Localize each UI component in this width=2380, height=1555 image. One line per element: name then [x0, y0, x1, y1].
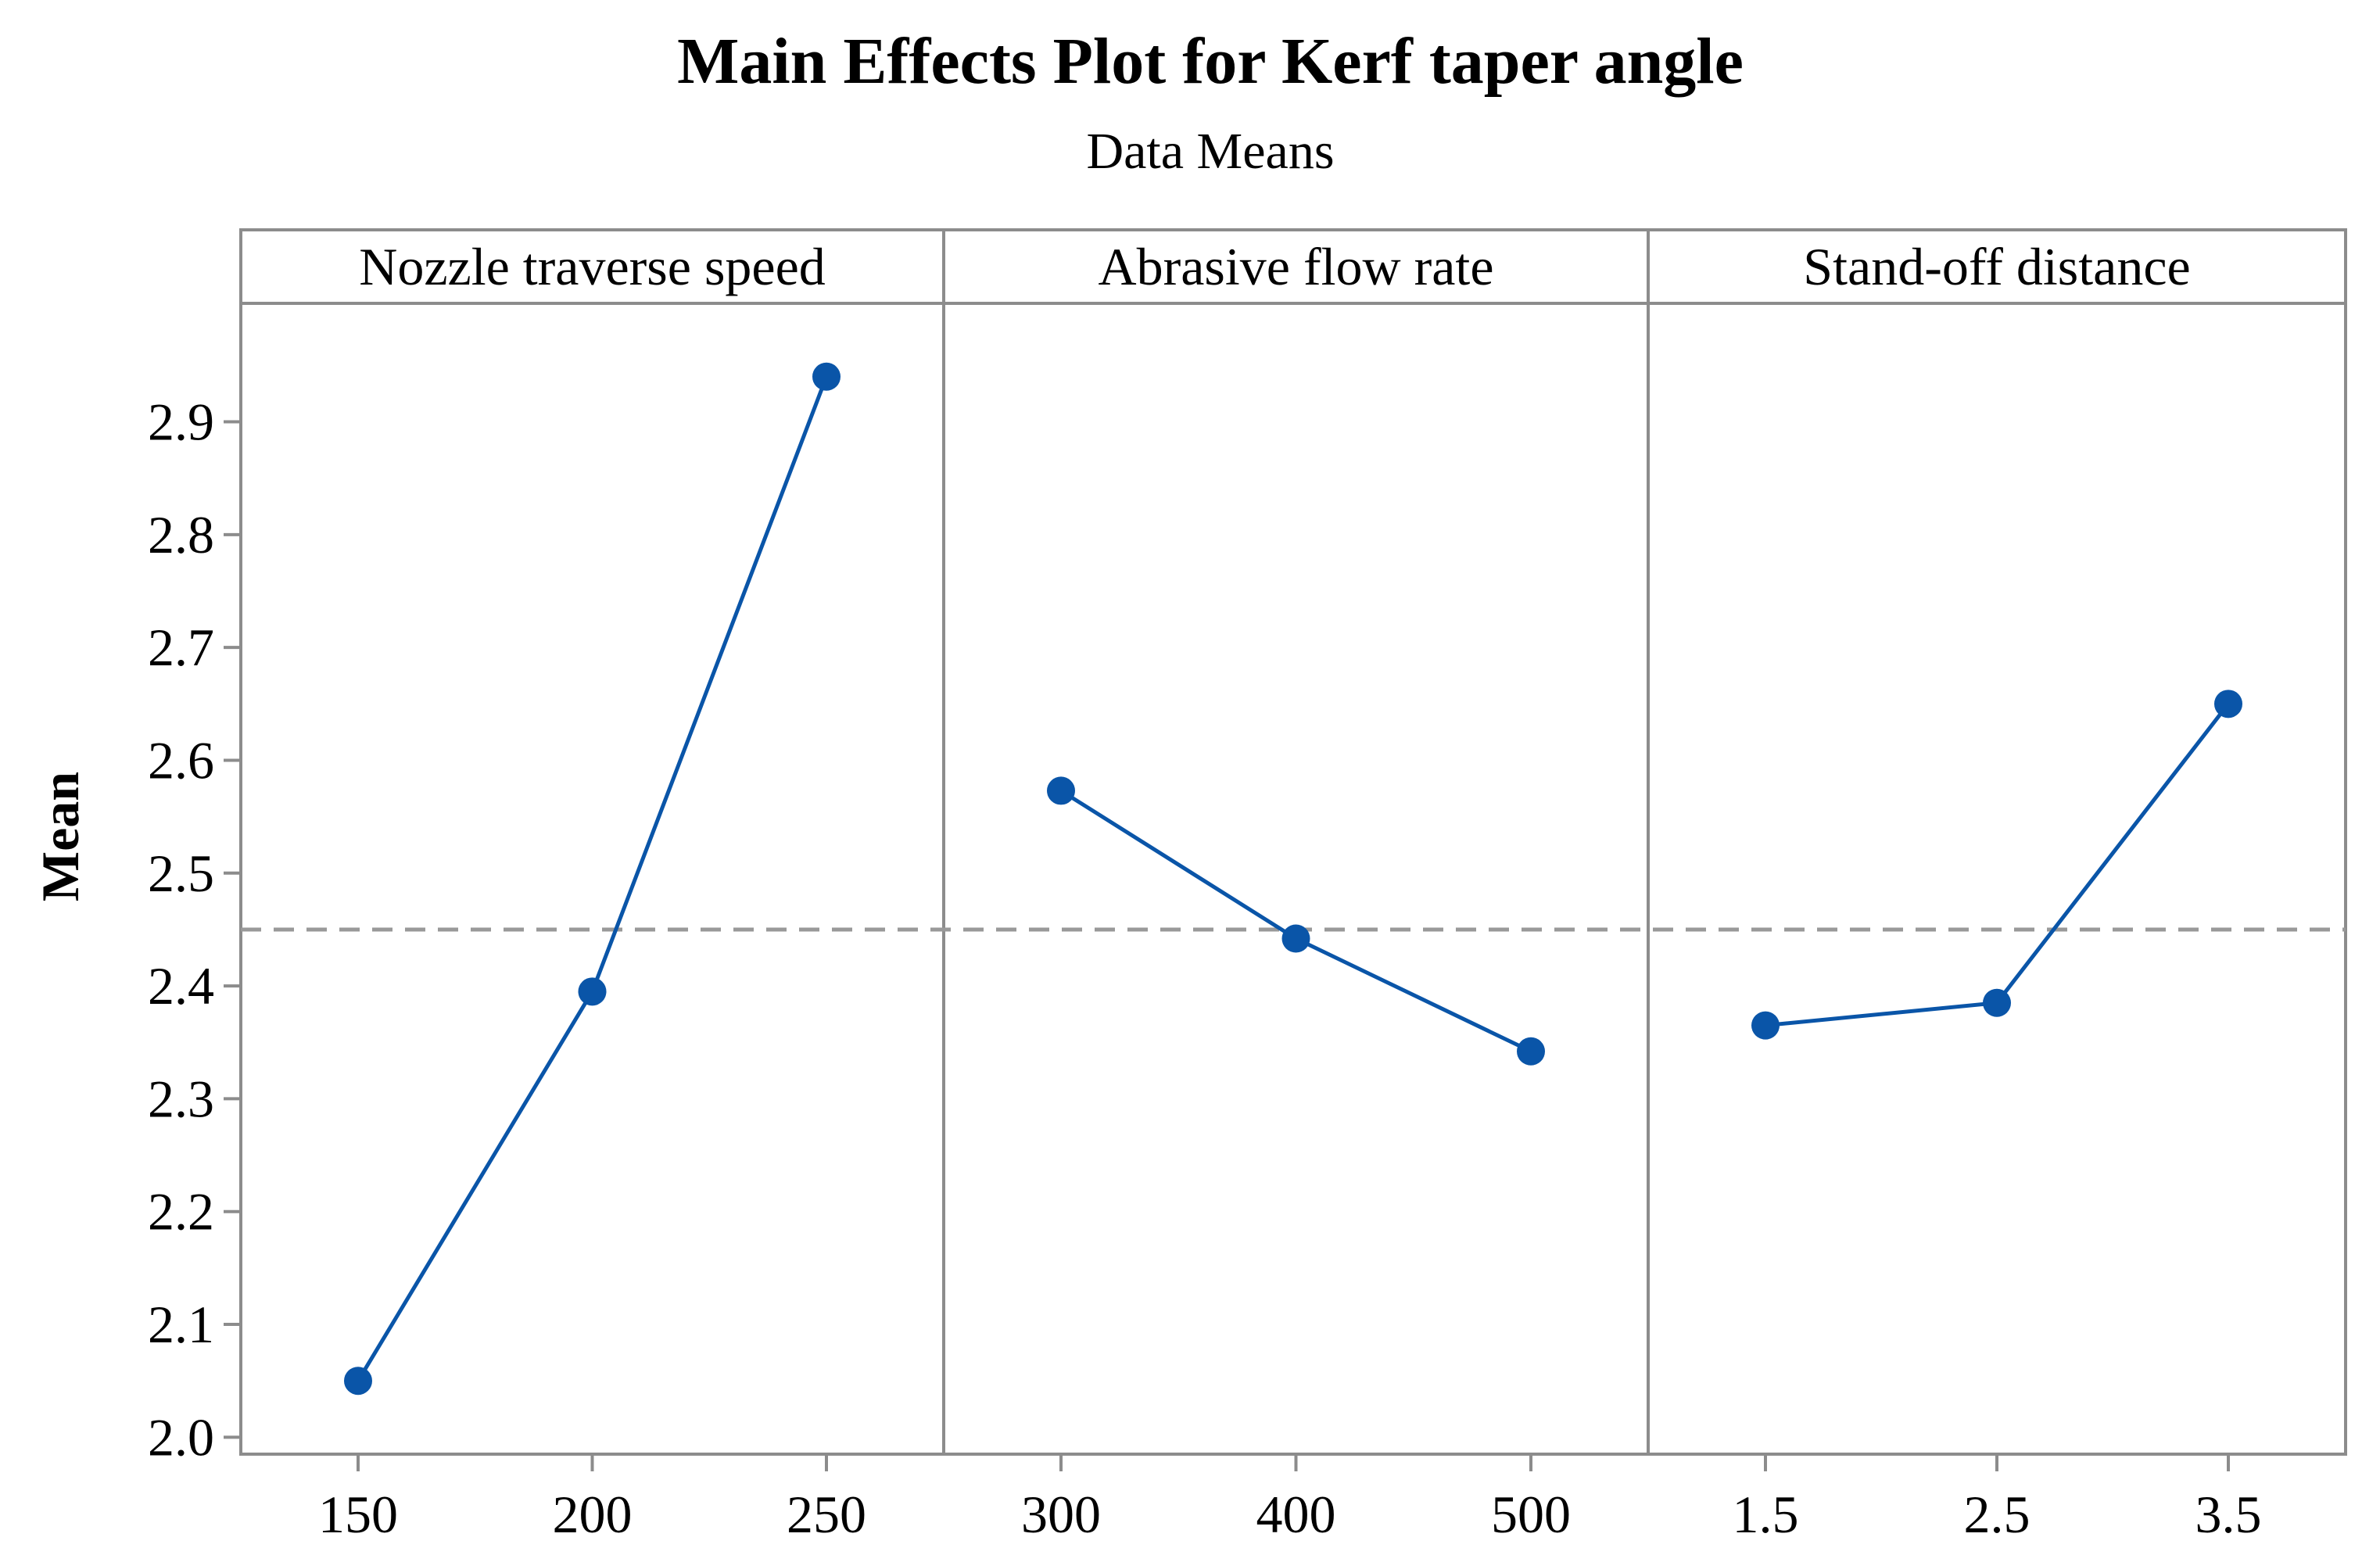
y-tick-label: 2.4: [148, 956, 214, 1016]
series-line: [1059, 789, 1532, 1054]
data-point: [812, 362, 841, 391]
x-tick-label: 500: [1491, 1485, 1571, 1544]
data-point: [1751, 1011, 1780, 1040]
chart-subtitle: Data Means: [1086, 123, 1334, 180]
panel-label: Stand-off distance: [1803, 237, 2190, 296]
data-point: [1047, 776, 1075, 805]
chart-title: Main Effects Plot for Kerf taper angle: [677, 25, 1744, 98]
panel-1: Nozzle traverse speed 150 200 250: [318, 237, 866, 1544]
panel-label: Abrasive flow rate: [1098, 237, 1493, 296]
x-tick-label: 150: [318, 1485, 398, 1544]
panel-3: Stand-off distance 1.5 2.5 3.5: [1733, 237, 2262, 1544]
x-tick-label: 2.5: [1964, 1485, 2031, 1544]
y-tick-label: 2.9: [148, 392, 214, 452]
data-point: [344, 1367, 372, 1396]
y-tick-label: 2.0: [148, 1407, 214, 1467]
data-point: [2214, 690, 2242, 718]
y-tick-label: 2.6: [148, 730, 214, 790]
x-tick-label: 400: [1256, 1485, 1336, 1544]
panel-label: Nozzle traverse speed: [359, 237, 826, 296]
plot-frame: [239, 228, 2347, 1456]
y-tick-label: 2.5: [148, 844, 214, 903]
panel-2: Abrasive flow rate 300 400 500: [1021, 237, 1571, 1544]
x-tick-label: 3.5: [2195, 1485, 2262, 1544]
y-tick-label: 2.1: [148, 1295, 214, 1354]
series-line: [356, 375, 829, 1382]
x-tick-label: 300: [1021, 1485, 1101, 1544]
data-point: [578, 977, 607, 1006]
y-axis-label: Mean: [30, 772, 90, 901]
x-tick-label: 1.5: [1733, 1485, 1799, 1544]
series-line: [1765, 702, 2230, 1028]
plot-area: 2.0 2.1 2.2 2.3 2.4 2.5 2.6 2.7 2.8 2.9 Nozzle tra…: [148, 228, 2347, 1544]
y-tick-label: 2.2: [148, 1182, 214, 1241]
y-tick-label: 2.7: [148, 618, 214, 677]
data-point: [1983, 988, 2011, 1017]
data-point: [1517, 1037, 1545, 1066]
data-point: [1281, 924, 1310, 953]
y-tick-label: 2.3: [148, 1069, 214, 1128]
x-tick-label: 200: [553, 1485, 633, 1544]
x-tick-label: 250: [787, 1485, 866, 1544]
y-tick-label: 2.8: [148, 505, 214, 564]
